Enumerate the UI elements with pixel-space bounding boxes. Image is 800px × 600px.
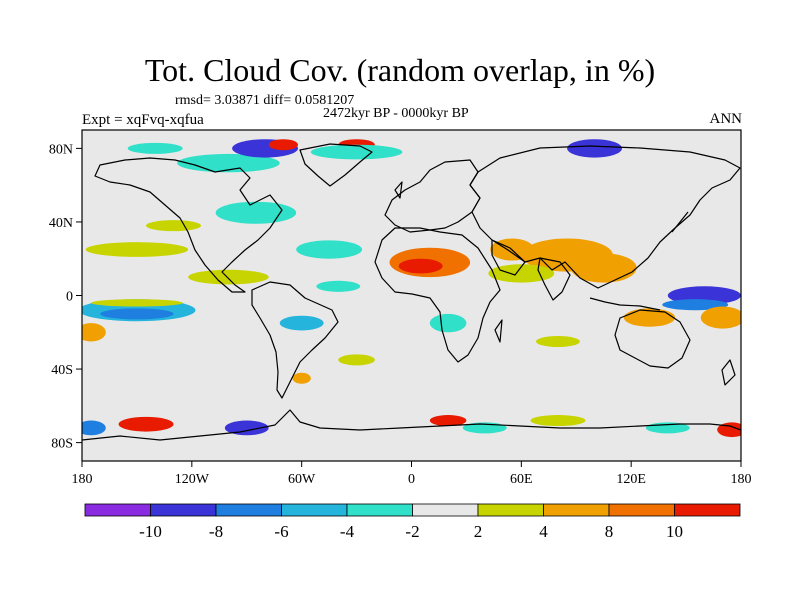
anomaly-patch <box>91 299 183 307</box>
anomaly-patch <box>118 416 174 432</box>
coastline-greenland <box>299 143 373 187</box>
anomaly-patch <box>82 420 106 436</box>
colorbar-swatch <box>346 503 413 517</box>
colorbar-label: 10 <box>666 522 683 541</box>
colorbar-label: -2 <box>405 522 419 541</box>
coastline-arabia <box>491 239 526 276</box>
anomaly-patch <box>717 422 741 438</box>
y-tick-label: 80N <box>49 142 73 157</box>
coastline-antarctica <box>82 409 741 441</box>
x-tick-label: 0 <box>408 472 415 487</box>
x-tick-label: 120E <box>616 472 646 487</box>
anomaly-patch <box>188 269 269 285</box>
coastline-asia <box>469 145 741 289</box>
anomaly-patch <box>316 280 361 292</box>
anomaly-patch <box>398 258 443 274</box>
y-tick-label: 40N <box>49 216 73 231</box>
colorbar-swatch <box>215 503 282 517</box>
anomaly-patch <box>85 242 189 257</box>
coastline-north-america <box>94 157 283 293</box>
anomaly-patch <box>338 354 375 366</box>
anomaly-patch <box>292 372 311 384</box>
map-title: Tot. Cloud Cov. (random overlap, in %) <box>144 52 656 88</box>
coastline-indonesia <box>589 297 661 311</box>
colorbar-swatch <box>150 503 217 517</box>
x-tick-label: 60W <box>288 472 316 487</box>
anomaly-patch <box>279 315 324 331</box>
colorbar-label: -4 <box>340 522 355 541</box>
colorbar-label: 8 <box>605 522 614 541</box>
anomaly-patch <box>535 335 580 347</box>
anomaly-patch <box>268 139 299 151</box>
colorbar-swatch <box>477 503 544 517</box>
anomaly-patch <box>570 253 637 283</box>
time-period-label: 2472kyr BP - 0000kyr BP <box>323 106 469 121</box>
y-tick-label: 40S <box>51 363 73 378</box>
coastline-new-zealand <box>721 359 736 386</box>
anomaly-patch <box>224 420 269 436</box>
y-tick-label: 0 <box>66 290 73 305</box>
coastline-india <box>537 257 571 301</box>
coastline-africa <box>374 227 501 363</box>
x-tick-label: 120W <box>175 472 210 487</box>
colorbar-label: -8 <box>209 522 223 541</box>
x-tick-label: 60E <box>510 472 533 487</box>
anomaly-patch <box>215 201 297 224</box>
x-tick-label: 180 <box>72 472 93 487</box>
anomaly-patch <box>296 240 363 259</box>
colorbar-swatch <box>674 503 741 517</box>
colorbar-swatch <box>608 503 675 517</box>
experiment-label: Expt = xqFvq-xqfua <box>82 112 204 128</box>
coastline-south-america <box>251 281 339 399</box>
anomaly-patch <box>567 139 623 158</box>
coastline-madagascar <box>494 319 503 343</box>
colorbar-swatch <box>412 503 479 517</box>
colorbar-swatch <box>543 503 610 517</box>
anomaly-patch <box>623 308 676 327</box>
coastline-uk <box>394 181 403 199</box>
anomaly-patch <box>429 313 467 333</box>
anomaly-patch <box>127 142 183 154</box>
y-tick-label: 80S <box>51 437 73 452</box>
anomaly-patch <box>100 308 174 320</box>
x-tick-label: 180 <box>731 472 752 487</box>
anomaly-patch <box>530 415 586 427</box>
colorbar-label: -6 <box>274 522 288 541</box>
coastline-australia <box>614 309 691 369</box>
anomaly-patch <box>310 144 403 160</box>
anomaly-patch <box>146 220 201 232</box>
colorbar-label: 4 <box>539 522 548 541</box>
anomaly-patch <box>429 415 467 427</box>
colorbar-label: 2 <box>474 522 483 541</box>
colorbar-swatch <box>84 503 151 517</box>
anomaly-patch <box>82 323 106 342</box>
coastline-japan <box>671 211 689 233</box>
map-background <box>82 130 741 461</box>
anomaly-patch <box>700 306 741 329</box>
rmsd-diff-stats: rmsd= 3.03871 diff= 0.0581207 <box>175 93 355 108</box>
colorbar-swatch <box>281 503 348 517</box>
season-label: ANN <box>709 111 743 127</box>
anomaly-patch <box>662 299 729 311</box>
colorbar-label: -10 <box>139 522 162 541</box>
